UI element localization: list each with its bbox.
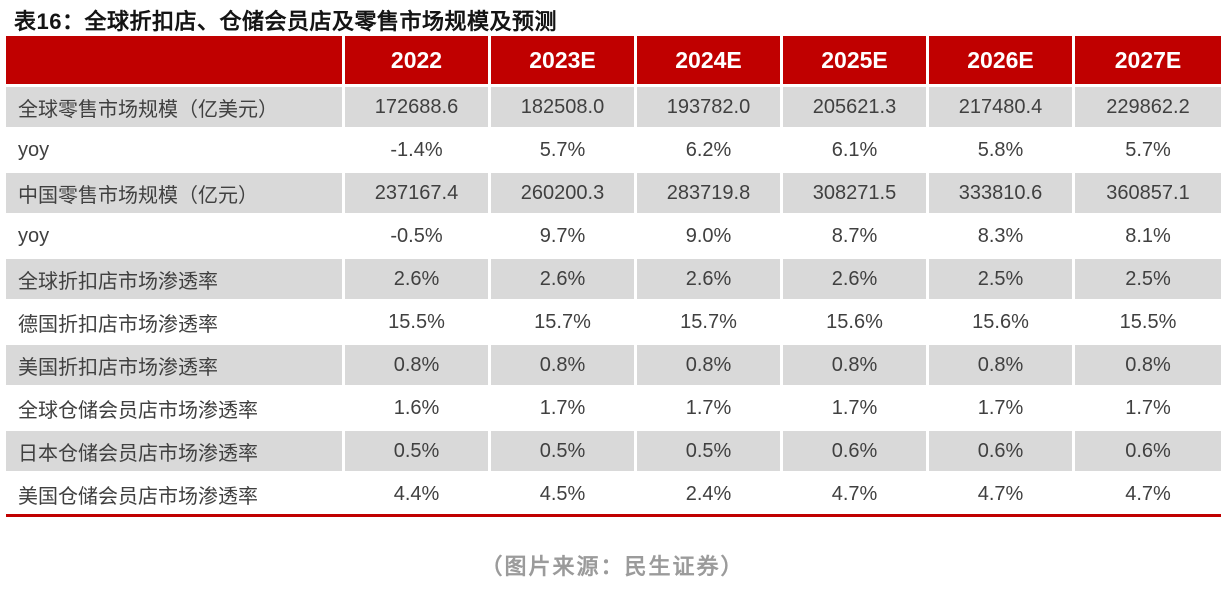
- value-cell: 2.5%: [1075, 259, 1221, 302]
- table-row: 德国折扣店市场渗透率 15.5% 15.7% 15.7% 15.6% 15.6%…: [6, 302, 1221, 345]
- header-cell-year: 2027E: [1075, 36, 1221, 87]
- value-cell: 0.5%: [491, 431, 637, 474]
- table-header-row: 2022 2023E 2024E 2025E 2026E 2027E: [6, 36, 1221, 87]
- header-cell-year: 2025E: [783, 36, 929, 87]
- table-row: 日本仓储会员店市场渗透率 0.5% 0.5% 0.5% 0.6% 0.6% 0.…: [6, 431, 1221, 474]
- value-cell: 1.7%: [637, 388, 783, 431]
- value-cell: 0.8%: [491, 345, 637, 388]
- row-label: 日本仓储会员店市场渗透率: [6, 431, 345, 474]
- value-cell: 8.7%: [783, 216, 929, 259]
- value-cell: 4.5%: [491, 474, 637, 514]
- value-cell: 1.7%: [929, 388, 1075, 431]
- table-title: 表16：全球折扣店、仓储会员店及零售市场规模及预测: [14, 9, 557, 34]
- row-label: 美国仓储会员店市场渗透率: [6, 474, 345, 514]
- value-cell: 4.7%: [929, 474, 1075, 514]
- value-cell: 2.5%: [929, 259, 1075, 302]
- value-cell: 172688.6: [345, 87, 491, 130]
- forecast-table: 2022 2023E 2024E 2025E 2026E 2027E 全球零售市…: [6, 36, 1221, 517]
- value-cell: 205621.3: [783, 87, 929, 130]
- value-cell: 2.6%: [783, 259, 929, 302]
- row-label: 中国零售市场规模（亿元）: [6, 173, 345, 216]
- value-cell: 0.8%: [345, 345, 491, 388]
- value-cell: 0.6%: [1075, 431, 1221, 474]
- value-cell: 5.7%: [1075, 130, 1221, 173]
- value-cell: 217480.4: [929, 87, 1075, 130]
- row-label: 全球零售市场规模（亿美元）: [6, 87, 345, 130]
- value-cell: 260200.3: [491, 173, 637, 216]
- value-cell: 5.8%: [929, 130, 1075, 173]
- value-cell: 2.6%: [345, 259, 491, 302]
- value-cell: 8.1%: [1075, 216, 1221, 259]
- value-cell: -1.4%: [345, 130, 491, 173]
- table-row: yoy -1.4% 5.7% 6.2% 6.1% 5.8% 5.7%: [6, 130, 1221, 173]
- value-cell: 0.5%: [345, 431, 491, 474]
- value-cell: 15.5%: [345, 302, 491, 345]
- row-label: 全球仓储会员店市场渗透率: [6, 388, 345, 431]
- value-cell: 4.7%: [783, 474, 929, 514]
- value-cell: -0.5%: [345, 216, 491, 259]
- value-cell: 193782.0: [637, 87, 783, 130]
- value-cell: 237167.4: [345, 173, 491, 216]
- value-cell: 2.4%: [637, 474, 783, 514]
- row-label: 德国折扣店市场渗透率: [6, 302, 345, 345]
- row-label: yoy: [6, 130, 345, 173]
- value-cell: 182508.0: [491, 87, 637, 130]
- value-cell: 0.5%: [637, 431, 783, 474]
- row-label: yoy: [6, 216, 345, 259]
- value-cell: 5.7%: [491, 130, 637, 173]
- value-cell: 6.1%: [783, 130, 929, 173]
- row-label: 美国折扣店市场渗透率: [6, 345, 345, 388]
- table-row: 全球零售市场规模（亿美元） 172688.6 182508.0 193782.0…: [6, 87, 1221, 130]
- value-cell: 1.6%: [345, 388, 491, 431]
- value-cell: 15.7%: [491, 302, 637, 345]
- value-cell: 4.4%: [345, 474, 491, 514]
- header-cell-year: 2022: [345, 36, 491, 87]
- value-cell: 0.8%: [1075, 345, 1221, 388]
- value-cell: 0.6%: [783, 431, 929, 474]
- table-row: yoy -0.5% 9.7% 9.0% 8.7% 8.3% 8.1%: [6, 216, 1221, 259]
- value-cell: 229862.2: [1075, 87, 1221, 130]
- value-cell: 9.0%: [637, 216, 783, 259]
- value-cell: 308271.5: [783, 173, 929, 216]
- value-cell: 15.7%: [637, 302, 783, 345]
- value-cell: 2.6%: [637, 259, 783, 302]
- value-cell: 4.7%: [1075, 474, 1221, 514]
- value-cell: 1.7%: [491, 388, 637, 431]
- header-cell-year: 2026E: [929, 36, 1075, 87]
- header-cell-year: 2024E: [637, 36, 783, 87]
- value-cell: 15.5%: [1075, 302, 1221, 345]
- value-cell: 1.7%: [783, 388, 929, 431]
- value-cell: 15.6%: [783, 302, 929, 345]
- value-cell: 0.8%: [637, 345, 783, 388]
- header-cell-blank: [6, 36, 345, 87]
- table-row: 全球折扣店市场渗透率 2.6% 2.6% 2.6% 2.6% 2.5% 2.5%: [6, 259, 1221, 302]
- table-row: 美国折扣店市场渗透率 0.8% 0.8% 0.8% 0.8% 0.8% 0.8%: [6, 345, 1221, 388]
- value-cell: 0.6%: [929, 431, 1075, 474]
- value-cell: 283719.8: [637, 173, 783, 216]
- header-cell-year: 2023E: [491, 36, 637, 87]
- value-cell: 333810.6: [929, 173, 1075, 216]
- value-cell: 9.7%: [491, 216, 637, 259]
- value-cell: 15.6%: [929, 302, 1075, 345]
- source-caption: （图片来源：民生证券）: [480, 554, 745, 579]
- value-cell: 8.3%: [929, 216, 1075, 259]
- table-row: 全球仓储会员店市场渗透率 1.6% 1.7% 1.7% 1.7% 1.7% 1.…: [6, 388, 1221, 431]
- value-cell: 0.8%: [783, 345, 929, 388]
- value-cell: 1.7%: [1075, 388, 1221, 431]
- value-cell: 360857.1: [1075, 173, 1221, 216]
- row-label: 全球折扣店市场渗透率: [6, 259, 345, 302]
- table-row: 中国零售市场规模（亿元） 237167.4 260200.3 283719.8 …: [6, 173, 1221, 216]
- table-row: 美国仓储会员店市场渗透率 4.4% 4.5% 2.4% 4.7% 4.7% 4.…: [6, 474, 1221, 514]
- value-cell: 6.2%: [637, 130, 783, 173]
- value-cell: 2.6%: [491, 259, 637, 302]
- value-cell: 0.8%: [929, 345, 1075, 388]
